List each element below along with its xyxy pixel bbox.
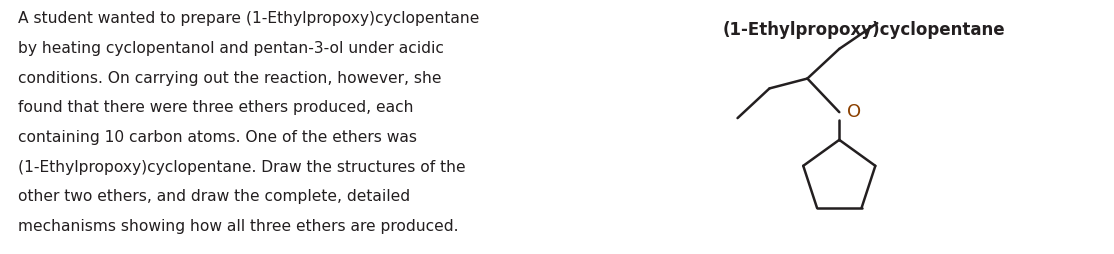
Text: containing 10 carbon atoms. One of the ethers was: containing 10 carbon atoms. One of the e…	[18, 130, 417, 145]
Text: O: O	[848, 103, 861, 121]
Text: (1-Ethylpropoxy)cyclopentane. Draw the structures of the: (1-Ethylpropoxy)cyclopentane. Draw the s…	[18, 160, 466, 175]
Text: conditions. On carrying out the reaction, however, she: conditions. On carrying out the reaction…	[18, 71, 441, 86]
Text: A student wanted to prepare (1-Ethylpropoxy)cyclopentane: A student wanted to prepare (1-Ethylprop…	[18, 11, 479, 26]
Text: other two ethers, and draw the complete, detailed: other two ethers, and draw the complete,…	[18, 189, 410, 204]
Text: found that there were three ethers produced, each: found that there were three ethers produ…	[18, 100, 413, 115]
Text: (1-Ethylpropoxy)cyclopentane: (1-Ethylpropoxy)cyclopentane	[723, 22, 1006, 39]
Text: mechanisms showing how all three ethers are produced.: mechanisms showing how all three ethers …	[18, 219, 459, 234]
Text: by heating cyclopentanol and pentan-3-ol under acidic: by heating cyclopentanol and pentan-3-ol…	[18, 41, 444, 56]
